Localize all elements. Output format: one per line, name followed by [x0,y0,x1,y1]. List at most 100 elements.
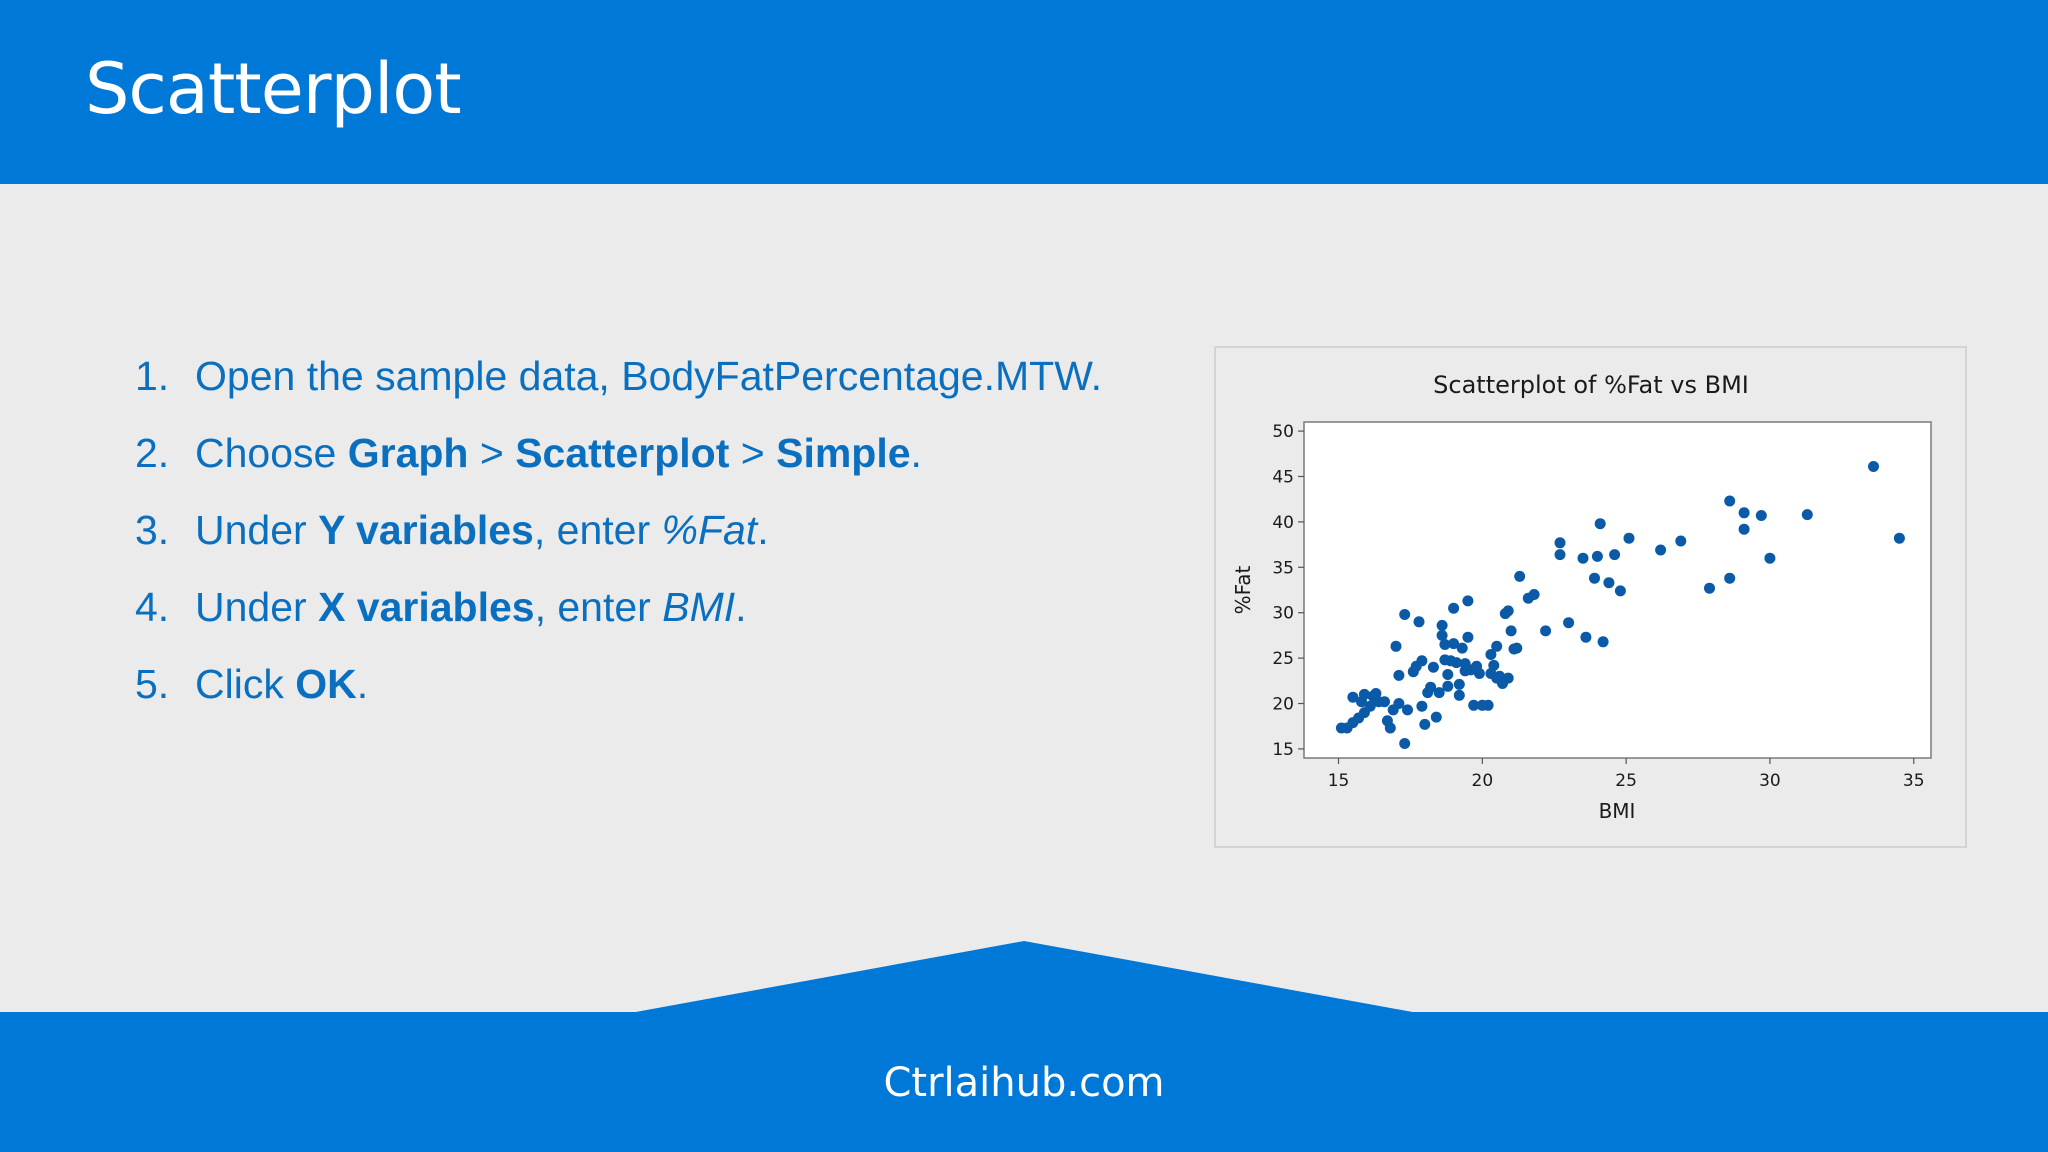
scatter-point [1724,572,1736,584]
scatter-point [1413,616,1425,628]
scatter-point [1427,661,1439,673]
scatter-point [1462,631,1474,643]
scatter-point [1482,699,1494,711]
variable-name: BMI [662,584,736,630]
scatter-point [1893,532,1905,544]
emphasized-term: X variables [318,584,535,630]
scatter-point [1442,669,1454,680]
scatter-point [1379,696,1390,708]
scatter-point [1448,602,1460,614]
scatter-point [1580,631,1592,643]
footer-website: Ctrlaihub.com [883,1060,1165,1106]
scatter-point [1462,595,1474,607]
step-text: Under X variables, enter BMI. [195,569,747,646]
scatter-point [1416,655,1428,667]
scatter-point [1505,625,1517,637]
scatter-point [1868,461,1879,472]
scatter-point [1655,544,1667,556]
y-tick-label: 20 [1272,695,1294,715]
x-axis-label: BMI [1599,799,1636,823]
step-text-part: . [757,507,769,553]
scatter-point [1453,678,1465,690]
scatter-point [1675,535,1687,547]
scatter-point [1436,629,1448,641]
y-axis-label: %Fat [1231,565,1255,614]
step-text-part: Click [195,661,296,707]
scatter-point [1468,699,1480,711]
scatter-point [1399,738,1411,749]
step-number: 2. [135,430,170,476]
scatter-point [1425,681,1437,693]
scatter-point [1540,625,1552,637]
slide-title: Scatterplot [85,48,462,130]
step-text-part: Under [195,584,319,630]
scatter-point [1755,510,1767,521]
scatter-point [1603,577,1615,589]
scatter-point [1453,689,1465,701]
scatter-point [1393,698,1405,709]
scatter-point [1502,672,1514,684]
footer-tab [630,941,1418,1013]
scatter-point [1704,582,1715,594]
emphasized-term: Simple [776,430,911,476]
step-number: 5. [135,661,170,707]
step-text-part: > [468,430,516,476]
data-points [1335,461,1905,749]
scatter-point [1488,659,1500,671]
x-tick-label: 15 [1328,771,1350,791]
axis-ticks: 15 20 25 30 35 15 20 25 30 35 40 45 50 [1272,422,1924,791]
scatter-point [1594,518,1606,530]
scatter-point [1399,609,1411,620]
instruction-step: 3. Under Y variables, enter %Fat. [135,492,1195,569]
scatter-point [1591,550,1603,562]
scatter-point [1358,688,1370,700]
y-tick-label: 40 [1272,513,1294,533]
scatter-point [1416,700,1428,712]
y-tick-label: 45 [1272,467,1294,487]
scatter-point [1511,642,1523,654]
scatter-point [1456,642,1468,654]
scatter-point [1491,640,1503,652]
scatter-point [1514,570,1526,582]
scatter-point [1738,523,1750,535]
scatter-point [1393,669,1405,681]
instruction-list: 1. Open the sample data, BodyFatPercentag… [135,338,1195,723]
scatter-point [1448,638,1460,650]
step-number: 1. [135,353,170,399]
x-tick-label: 25 [1615,771,1637,791]
step-text-part: . [910,430,922,476]
scatter-point [1738,507,1750,519]
scatter-point [1430,711,1442,723]
emphasized-term: Scatterplot [515,430,730,476]
scatter-point [1577,552,1589,564]
scatter-point [1764,552,1776,564]
scatter-point [1801,509,1813,521]
scatter-point [1724,495,1736,507]
scatter-point [1347,691,1359,703]
scatter-point [1436,619,1448,631]
x-tick-label: 35 [1903,771,1925,791]
x-tick-label: 30 [1759,771,1781,791]
y-tick-label: 30 [1272,604,1294,624]
scatter-point [1554,549,1566,561]
scatter-point [1364,700,1376,712]
instruction-step: 4. Under X variables, enter BMI. [135,569,1195,646]
step-text-part: Open the sample data, BodyFatPercentage.… [195,353,1103,399]
scatter-point [1502,605,1514,617]
x-tick-label: 20 [1472,771,1494,791]
scatter-point [1623,532,1635,544]
step-text-part: , enter [534,584,663,630]
scatter-point [1402,704,1413,716]
instruction-step: 1. Open the sample data, BodyFatPercentag… [135,338,1195,415]
header-bar [0,0,2048,184]
scatterplot-chart: Scatterplot of %Fat vs BMI 15 20 25 30 35 15 2… [1231,371,1932,823]
step-text-part: , enter [533,507,662,553]
y-tick-label: 35 [1272,558,1294,578]
scatter-point [1528,589,1540,600]
step-text-part: Choose [195,430,348,476]
scatter-point [1485,649,1497,660]
scatter-point [1597,636,1609,648]
step-text-part: > [729,430,777,476]
scatter-point [1450,657,1462,669]
scatter-point [1384,722,1396,734]
